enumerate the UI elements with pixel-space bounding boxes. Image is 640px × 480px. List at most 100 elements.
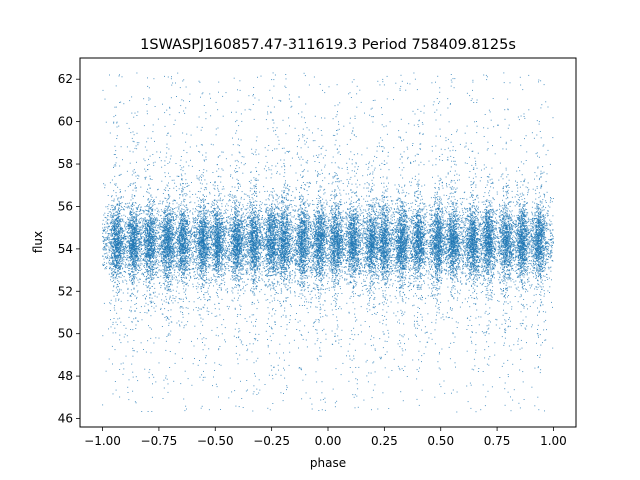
data-point — [529, 253, 530, 254]
data-point — [155, 245, 156, 246]
data-point — [110, 264, 111, 265]
data-point — [432, 269, 433, 270]
data-point — [203, 202, 204, 203]
data-point — [490, 201, 491, 202]
data-point — [271, 370, 272, 371]
data-point — [465, 266, 466, 267]
data-point — [133, 209, 134, 210]
data-point — [205, 118, 206, 119]
data-point — [104, 253, 105, 254]
data-point — [229, 244, 230, 245]
data-point — [455, 191, 456, 192]
data-point — [279, 213, 280, 214]
data-point — [383, 126, 384, 127]
data-point — [411, 289, 412, 290]
data-point — [411, 223, 412, 224]
data-point — [371, 275, 372, 276]
data-point — [175, 120, 176, 121]
data-point — [372, 186, 373, 187]
data-point — [274, 289, 275, 290]
data-point — [258, 230, 259, 231]
data-point — [419, 214, 420, 215]
data-point — [405, 349, 406, 350]
data-point — [144, 276, 145, 277]
data-point — [131, 268, 132, 269]
data-point — [218, 82, 219, 83]
data-point — [280, 219, 281, 220]
data-point — [491, 206, 492, 207]
data-point — [251, 279, 252, 280]
data-point — [173, 188, 174, 189]
data-point — [435, 198, 436, 199]
data-point — [206, 277, 207, 278]
data-point — [258, 162, 259, 163]
data-point — [147, 340, 148, 341]
data-point — [544, 221, 545, 222]
data-point — [181, 259, 182, 260]
data-point — [386, 262, 387, 263]
data-point — [204, 212, 205, 213]
data-point — [474, 121, 475, 122]
data-point — [102, 228, 103, 229]
data-point — [207, 291, 208, 292]
data-point — [433, 271, 434, 272]
data-point — [320, 296, 321, 297]
data-point — [542, 342, 543, 343]
data-point — [105, 248, 106, 249]
data-point — [298, 219, 299, 220]
data-point — [195, 194, 196, 195]
data-point — [360, 230, 361, 231]
data-point — [424, 263, 425, 264]
data-point — [180, 239, 181, 240]
data-point — [226, 213, 227, 214]
data-point — [281, 316, 282, 317]
data-point — [549, 286, 550, 287]
data-point — [355, 277, 356, 278]
data-point — [219, 234, 220, 235]
data-point — [159, 157, 160, 158]
data-point — [200, 176, 201, 177]
data-point — [499, 204, 500, 205]
data-point — [402, 218, 403, 219]
data-point — [448, 218, 449, 219]
data-point — [359, 277, 360, 278]
data-point — [291, 246, 292, 247]
data-point — [276, 268, 277, 269]
data-point — [419, 276, 420, 277]
data-point — [295, 265, 296, 266]
data-point — [153, 377, 154, 378]
data-point — [520, 359, 521, 360]
data-point — [505, 383, 506, 384]
data-point — [181, 167, 182, 168]
data-point — [115, 219, 116, 220]
data-point — [412, 145, 413, 146]
data-point — [153, 293, 154, 294]
data-point — [292, 255, 293, 256]
data-point — [506, 198, 507, 199]
data-point — [247, 232, 248, 233]
data-point — [424, 353, 425, 354]
data-point — [194, 223, 195, 224]
data-point — [211, 235, 212, 236]
data-point — [359, 296, 360, 297]
data-point — [479, 274, 480, 275]
data-point — [370, 191, 371, 192]
data-point — [251, 278, 252, 279]
data-point — [472, 219, 473, 220]
data-point — [419, 405, 420, 406]
data-point — [202, 155, 203, 156]
data-point — [331, 194, 332, 195]
data-point — [448, 172, 449, 173]
data-point — [490, 299, 491, 300]
data-point — [455, 171, 456, 172]
data-point — [160, 265, 161, 266]
data-point — [411, 206, 412, 207]
data-point — [175, 267, 176, 268]
data-point — [469, 177, 470, 178]
data-point — [250, 205, 251, 206]
data-point — [159, 227, 160, 228]
data-point — [498, 223, 499, 224]
data-point — [421, 289, 422, 290]
data-point — [494, 277, 495, 278]
data-point — [451, 189, 452, 190]
